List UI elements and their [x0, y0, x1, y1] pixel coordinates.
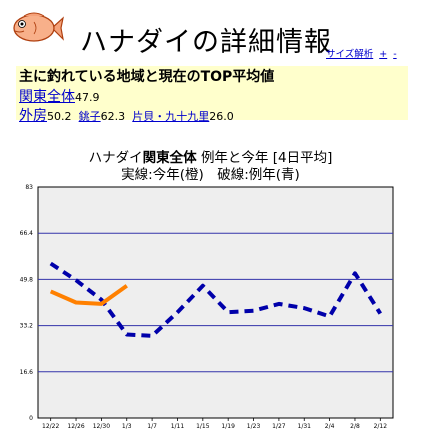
- x-tick-label: 1/15: [196, 423, 210, 430]
- top-average-panel: 主に釣れている地域と現在のTOP平均値 関東全体47.9 外房50.2 銚子62…: [16, 66, 408, 124]
- series-line-this-year: [49, 284, 128, 306]
- x-tick-label: 1/23: [247, 423, 261, 430]
- page-header: ハナダイの詳細情報 サイズ解析 + -: [0, 0, 421, 64]
- chart-subtitle: 実線:今年(橙) 破線:例年(青): [121, 167, 300, 183]
- y-tick-label: 16.6: [20, 369, 34, 376]
- series-line-last-year: [49, 261, 382, 338]
- spot-value-choshi: 62.3: [100, 110, 126, 123]
- x-tick-label: 2/8: [350, 423, 360, 430]
- chart-title-prefix: ハナダイ: [88, 150, 143, 166]
- x-tick-label: 1/27: [272, 423, 286, 430]
- fish-logo-icon: [13, 12, 64, 42]
- region-row: 関東全体47.9: [19, 86, 103, 106]
- header-links: サイズ解析 + -: [326, 46, 403, 60]
- y-tick-label: 0: [29, 415, 33, 422]
- y-tick-label: 83: [25, 184, 33, 191]
- region-value: 47.9: [75, 91, 100, 104]
- x-tick-label: 12/22: [42, 423, 59, 430]
- spot-link-sotobo[interactable]: 外房: [19, 108, 47, 124]
- spot-link-choshi[interactable]: 銚子: [78, 110, 101, 123]
- spot-value-katakai: 26.0: [209, 110, 234, 123]
- x-tick-label: 2/4: [325, 423, 335, 430]
- spots-row: 外房50.2 銚子62.3 片貝・九十九里26.0: [19, 105, 237, 125]
- region-link[interactable]: 関東全体: [19, 89, 75, 105]
- x-tick-label: 1/19: [221, 423, 235, 430]
- chart-title-region: 関東全体: [142, 150, 197, 166]
- x-tick-label: 1/3: [122, 423, 132, 430]
- x-tick-label: 1/7: [147, 423, 157, 430]
- panel-heading: 主に釣れている地域と現在のTOP平均値: [19, 69, 275, 85]
- x-tick-label: 1/11: [171, 423, 185, 430]
- size-analysis-link[interactable]: サイズ解析: [326, 49, 374, 60]
- x-tick-label: 12/30: [93, 423, 110, 430]
- line-chart: 0 16.6 33.2 49.8 66.4 83 12/22 12/26 12/30 1/3 1/7…: [20, 184, 394, 430]
- x-tick-label: 1/31: [298, 423, 312, 430]
- spot-link-katakai[interactable]: 片貝・九十九里: [132, 110, 210, 123]
- spot-value-sotobo: 50.2: [47, 110, 72, 123]
- y-tick-label: 66.4: [20, 230, 34, 237]
- x-tick-label: 2/12: [374, 423, 388, 430]
- x-tick-label: 12/26: [67, 423, 84, 430]
- page-title: ハナダイの詳細情報: [80, 27, 332, 58]
- zoom-out-link[interactable]: -: [393, 49, 397, 60]
- y-tick-label: 33.2: [20, 323, 34, 330]
- chart-title-suffix: 例年と今年 [4日平均]: [200, 150, 333, 166]
- zoom-in-link[interactable]: +: [379, 49, 388, 60]
- chart-title: ハナダイ関東全体 例年と今年 [4日平均]: [0, 146, 421, 166]
- y-tick-label: 49.8: [20, 276, 34, 283]
